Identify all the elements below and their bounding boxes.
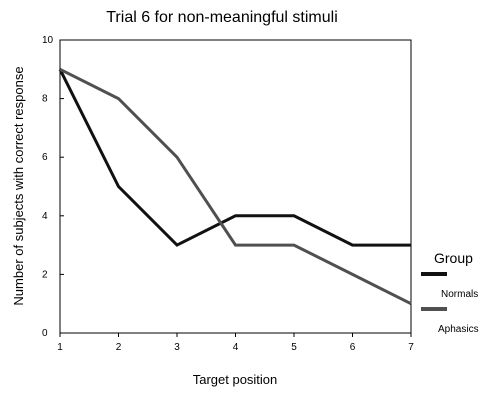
x-tick-label: 1 (57, 342, 63, 353)
x-tick-label: 5 (291, 342, 297, 353)
x-tick-label: 7 (408, 342, 414, 353)
x-axis-title: Target position (193, 372, 278, 387)
legend-label-aphasics: Aphasics (438, 324, 479, 335)
legend-label-normals: Normals (441, 289, 478, 300)
x-tick-label: 2 (116, 342, 122, 353)
legend: Group Normals Aphasics (421, 250, 479, 335)
y-tick-label: 0 (42, 328, 48, 339)
y-tick-label: 4 (42, 211, 48, 222)
series-line-normals (58, 68, 411, 247)
series-lines (58, 67, 412, 306)
x-tick-label: 6 (350, 342, 356, 353)
y-tick-label: 10 (42, 35, 54, 46)
y-tick-label: 6 (42, 152, 48, 163)
chart-title: Trial 6 for non-meaningful stimuli (106, 9, 338, 26)
y-tick-label: 2 (42, 269, 48, 280)
y-tick-label: 8 (42, 94, 48, 105)
plot-area-frame (59, 39, 412, 334)
y-axis: 0 2 4 6 8 10 (42, 35, 64, 339)
x-tick-label: 4 (233, 342, 239, 353)
x-tick-label: 3 (174, 342, 180, 353)
legend-title: Group (434, 250, 473, 266)
x-axis: 1 2 3 4 5 6 7 (57, 333, 414, 353)
y-axis-title: Number of subjects with correct response (11, 66, 26, 305)
series-line-aphasics (59, 67, 412, 306)
